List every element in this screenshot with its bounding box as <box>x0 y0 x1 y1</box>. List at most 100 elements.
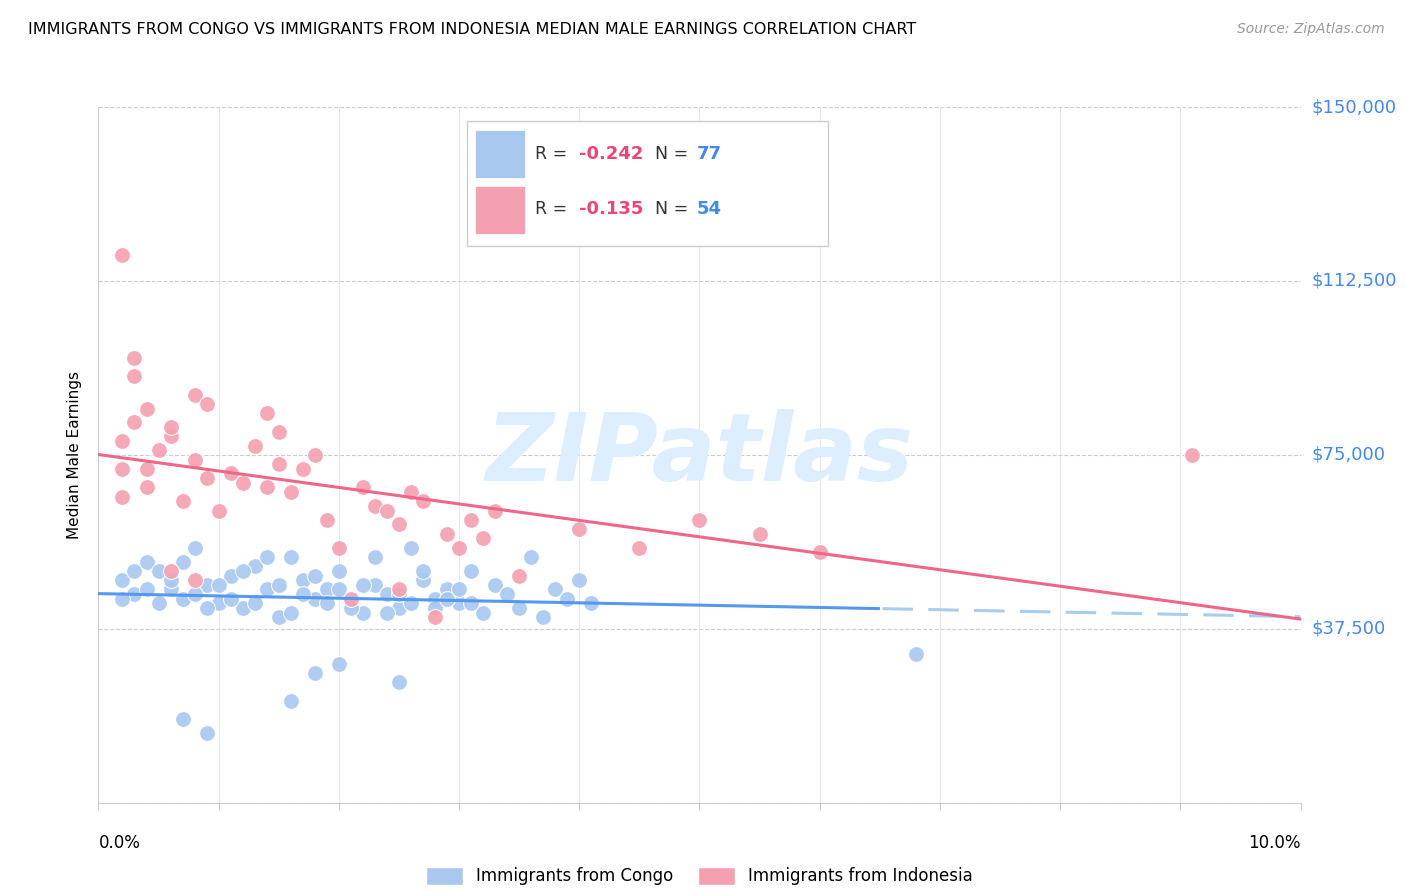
Text: 0.0%: 0.0% <box>98 834 141 852</box>
Point <box>208 503 231 517</box>
Point <box>124 564 146 578</box>
Point <box>460 564 482 578</box>
Text: -0.242: -0.242 <box>579 145 644 162</box>
Point <box>904 648 927 662</box>
Point <box>280 606 302 620</box>
Point <box>472 606 495 620</box>
Point <box>243 439 266 453</box>
FancyBboxPatch shape <box>475 186 526 234</box>
Point <box>135 480 157 494</box>
Point <box>315 582 337 597</box>
Point <box>364 499 387 513</box>
Text: $75,000: $75,000 <box>1312 446 1386 464</box>
Point <box>280 694 302 708</box>
Point <box>159 429 181 443</box>
FancyBboxPatch shape <box>467 121 828 246</box>
Point <box>340 596 363 610</box>
Point <box>399 541 422 555</box>
Point <box>267 425 290 439</box>
Legend: Immigrants from Congo, Immigrants from Indonesia: Immigrants from Congo, Immigrants from I… <box>419 860 980 892</box>
Point <box>531 610 554 624</box>
Point <box>423 610 446 624</box>
Point <box>352 606 374 620</box>
Point <box>135 555 157 569</box>
Point <box>183 387 205 401</box>
Point <box>423 591 446 606</box>
Point <box>304 568 326 582</box>
Point <box>412 573 434 587</box>
Point <box>568 522 591 536</box>
Text: R =: R = <box>534 201 572 219</box>
Point <box>195 471 218 485</box>
FancyBboxPatch shape <box>475 130 526 178</box>
Point <box>280 485 302 500</box>
Text: 10.0%: 10.0% <box>1249 834 1301 852</box>
Point <box>195 578 218 592</box>
Point <box>159 582 181 597</box>
Point <box>496 587 519 601</box>
Point <box>135 462 157 476</box>
Text: ZIPatlas: ZIPatlas <box>485 409 914 501</box>
Point <box>232 475 254 490</box>
Point <box>267 610 290 624</box>
Point <box>256 549 278 564</box>
Point <box>328 582 350 597</box>
Point <box>291 462 314 476</box>
Point <box>388 587 411 601</box>
Point <box>243 596 266 610</box>
Point <box>460 596 482 610</box>
Point <box>111 434 134 448</box>
Point <box>436 582 458 597</box>
Text: 54: 54 <box>697 201 723 219</box>
Point <box>628 541 651 555</box>
Point <box>328 564 350 578</box>
Y-axis label: Median Male Earnings: Median Male Earnings <box>67 371 83 539</box>
Point <box>568 573 591 587</box>
Text: IMMIGRANTS FROM CONGO VS IMMIGRANTS FROM INDONESIA MEDIAN MALE EARNINGS CORRELAT: IMMIGRANTS FROM CONGO VS IMMIGRANTS FROM… <box>28 22 917 37</box>
Point <box>195 726 218 740</box>
Point <box>111 462 134 476</box>
Point <box>315 596 337 610</box>
Point <box>508 601 530 615</box>
Point <box>111 248 134 262</box>
Point <box>447 582 470 597</box>
Text: N =: N = <box>655 201 693 219</box>
Point <box>219 591 242 606</box>
Point <box>256 406 278 420</box>
Point <box>159 573 181 587</box>
Text: Source: ZipAtlas.com: Source: ZipAtlas.com <box>1237 22 1385 37</box>
Point <box>243 559 266 574</box>
Point <box>267 578 290 592</box>
Point <box>399 485 422 500</box>
Point <box>183 587 205 601</box>
Point <box>267 457 290 471</box>
Point <box>447 596 470 610</box>
Point <box>148 564 170 578</box>
Point <box>183 573 205 587</box>
Point <box>208 596 231 610</box>
Text: $37,500: $37,500 <box>1312 620 1386 638</box>
Point <box>375 606 398 620</box>
Point <box>291 587 314 601</box>
Point <box>581 596 603 610</box>
Point <box>340 601 363 615</box>
Point <box>352 480 374 494</box>
Point <box>159 420 181 434</box>
Point <box>423 601 446 615</box>
Point <box>280 549 302 564</box>
Point <box>124 587 146 601</box>
Point <box>436 591 458 606</box>
Point <box>135 401 157 416</box>
Point <box>520 549 543 564</box>
Point <box>124 351 146 365</box>
Point <box>388 675 411 690</box>
Point <box>111 490 134 504</box>
Point <box>159 564 181 578</box>
Point <box>183 452 205 467</box>
Text: N =: N = <box>655 145 693 162</box>
Point <box>172 555 194 569</box>
Point <box>472 532 495 546</box>
Point <box>195 601 218 615</box>
Point <box>688 513 710 527</box>
Point <box>808 545 831 559</box>
